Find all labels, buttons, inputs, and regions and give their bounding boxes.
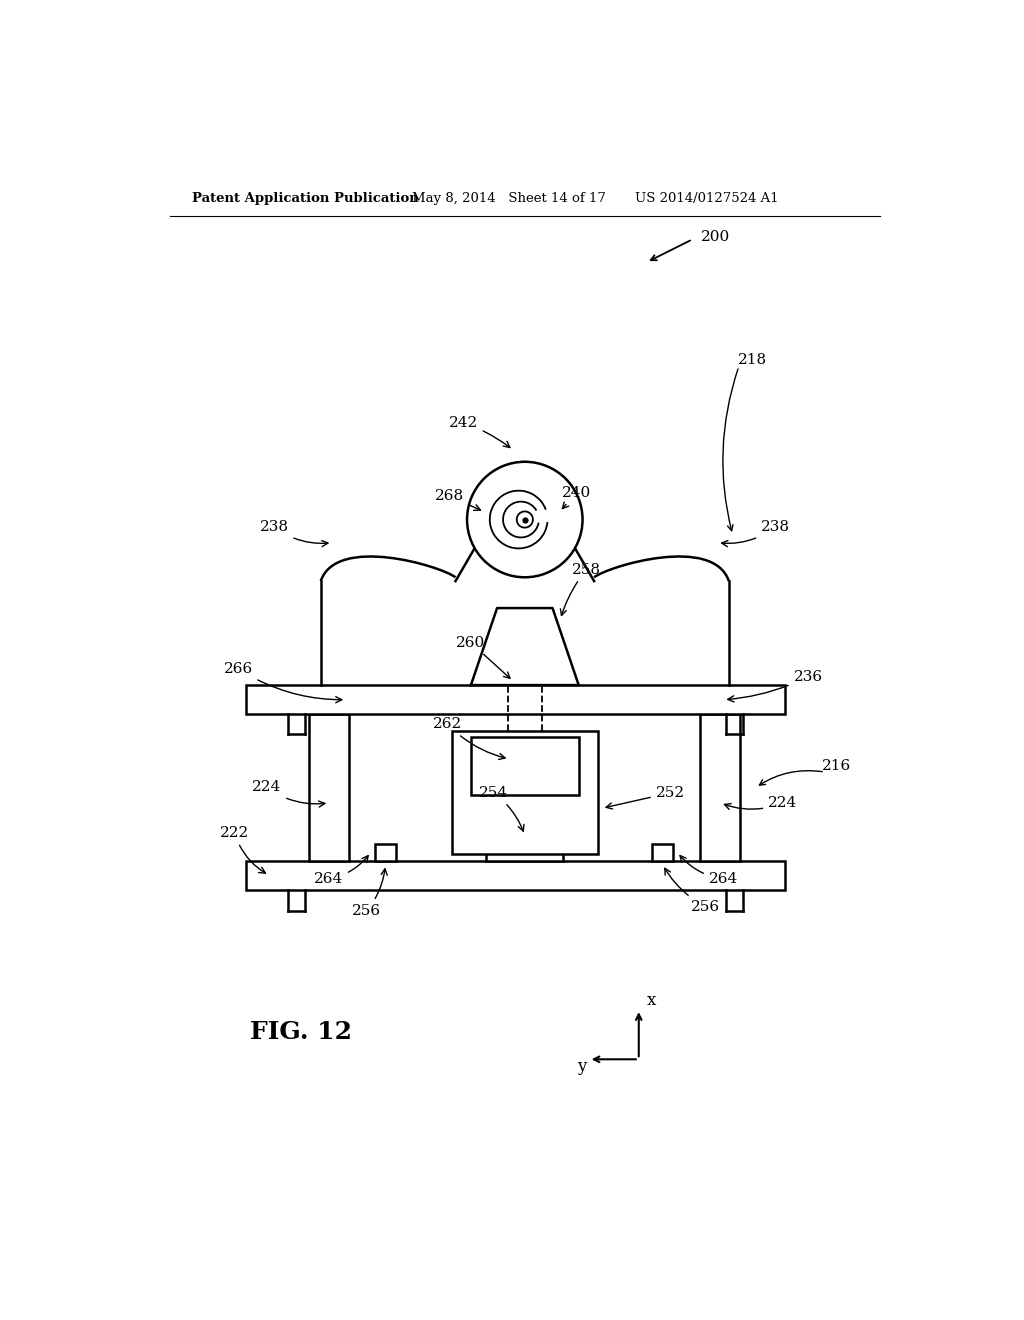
Polygon shape bbox=[309, 714, 349, 861]
Text: 236: 236 bbox=[728, 669, 822, 702]
Text: 266: 266 bbox=[223, 661, 342, 702]
Text: 224: 224 bbox=[252, 780, 325, 807]
Text: FIG. 12: FIG. 12 bbox=[250, 1020, 352, 1044]
Text: 268: 268 bbox=[435, 490, 480, 511]
Text: 264: 264 bbox=[313, 855, 369, 886]
Text: 258: 258 bbox=[560, 562, 601, 615]
Text: 238: 238 bbox=[260, 520, 328, 546]
Text: 242: 242 bbox=[449, 416, 510, 447]
Text: 218: 218 bbox=[738, 354, 767, 367]
Polygon shape bbox=[471, 738, 579, 795]
Polygon shape bbox=[700, 714, 740, 861]
Text: 264: 264 bbox=[680, 855, 738, 886]
Text: 238: 238 bbox=[722, 520, 790, 546]
Text: 224: 224 bbox=[724, 796, 798, 810]
Polygon shape bbox=[246, 685, 785, 714]
Text: May 8, 2014   Sheet 14 of 17: May 8, 2014 Sheet 14 of 17 bbox=[412, 191, 605, 205]
Polygon shape bbox=[246, 861, 785, 890]
Polygon shape bbox=[486, 840, 563, 861]
Text: 240: 240 bbox=[562, 486, 592, 508]
Text: 254: 254 bbox=[479, 785, 524, 832]
Text: 256: 256 bbox=[665, 869, 720, 913]
Circle shape bbox=[467, 462, 583, 577]
Text: 200: 200 bbox=[701, 230, 730, 244]
Text: Patent Application Publication: Patent Application Publication bbox=[193, 191, 419, 205]
Text: 260: 260 bbox=[457, 636, 510, 678]
Text: x: x bbox=[646, 993, 655, 1010]
Polygon shape bbox=[375, 843, 396, 861]
Polygon shape bbox=[452, 731, 598, 854]
Text: 262: 262 bbox=[433, 717, 505, 759]
Text: 256: 256 bbox=[352, 869, 387, 917]
Text: y: y bbox=[578, 1057, 587, 1074]
Text: 252: 252 bbox=[606, 785, 685, 809]
Polygon shape bbox=[652, 843, 674, 861]
Text: 216: 216 bbox=[822, 759, 851, 774]
Text: 222: 222 bbox=[220, 826, 265, 873]
Text: US 2014/0127524 A1: US 2014/0127524 A1 bbox=[635, 191, 778, 205]
